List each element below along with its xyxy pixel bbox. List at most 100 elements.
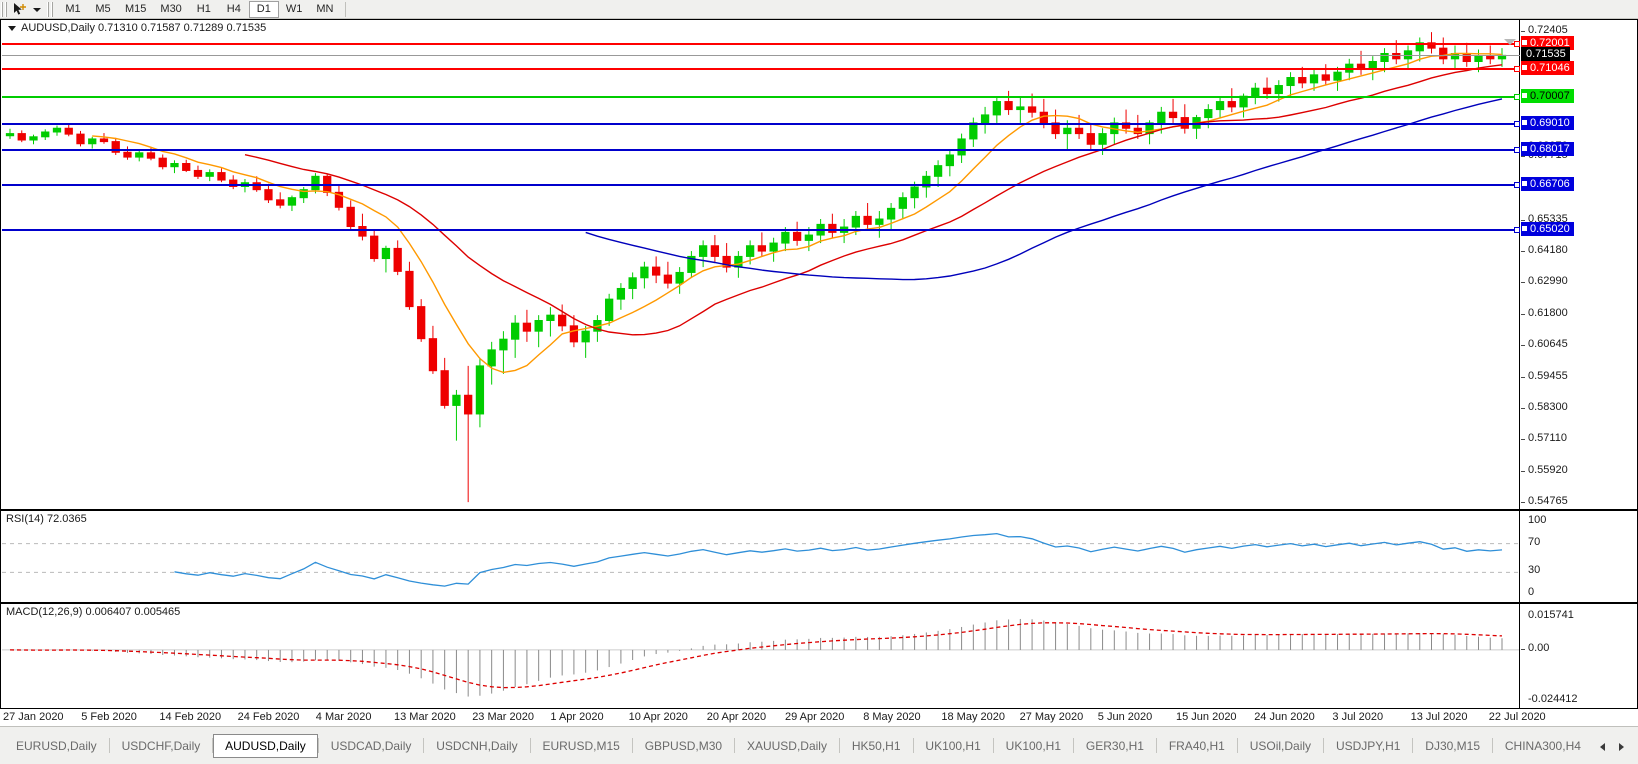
chart-tab-uk100-h1[interactable]: UK100,H1 [1005,738,1062,753]
chart-tab-gbpusd-m30[interactable]: GBPUSD,M30 [644,738,723,753]
date-tick-label: 5 Feb 2020 [81,711,137,723]
tab-divider [912,738,914,753]
chart-area: AUDUSD,Daily 0.71310 0.71587 0.71289 0.7… [0,19,1638,709]
arrow-left-icon[interactable] [1599,740,1608,752]
price-tick-mark [1521,314,1525,316]
chart-tab-audusd-daily[interactable]: AUDUSD,Daily [213,733,318,758]
level-line-0.65020[interactable] [2,227,1520,234]
date-axis[interactable]: 27 Jan 2020 5 Feb 2020 14 Feb 2020 24 Feb 2… [0,709,1638,726]
date-tick-label: 24 Jun 2020 [1254,711,1315,723]
timeframe-button-m15[interactable]: M15 [125,3,147,15]
crosshair-cursor-icon[interactable] [10,1,30,18]
macd-plot-region[interactable] [2,605,1520,708]
chart-tab-xauusd-daily[interactable]: XAUUSD,Daily [746,738,827,753]
rsi-plot-region[interactable] [2,512,1520,602]
timeframe-button-group: M1 M5 M15 M30 H1 H4 D1 W1 MN [58,0,340,18]
timeframe-button-h4[interactable]: H4 [226,3,241,15]
date-tick-label: 13 Jul 2020 [1410,711,1468,723]
level-price-tag[interactable]: 0.72001 [1521,35,1574,50]
macd-scale: 0.015741 0.00 -0.024412 [1519,604,1637,708]
moving-average-8 [92,52,1503,374]
level-price-tag[interactable]: 0.66706 [1521,177,1574,192]
arrow-right-icon[interactable] [1617,740,1626,752]
level-tag-handle [1522,119,1527,125]
rsi-scale: 100 70 30 0 [1519,511,1637,602]
level-price-tag[interactable]: 0.70007 [1521,89,1574,104]
price-tick-label: 0.55920 [1528,464,1568,477]
date-tick-label: 14 Feb 2020 [159,711,222,723]
timeframe-button-w1[interactable]: W1 [285,3,303,15]
chart-tab-usdcad-daily[interactable]: USDCAD,Daily [330,738,412,753]
chart-tab-usdjpy-h1[interactable]: USDJPY,H1 [1335,738,1401,753]
rsi-line [174,532,1503,587]
level-price-tag[interactable]: 0.71046 [1521,61,1574,76]
chart-tab-china300-h4[interactable]: CHINA300,H4 [1504,738,1581,753]
chart-tab-fra40-h1[interactable]: FRA40,H1 [1168,738,1225,753]
level-line-anchor[interactable] [1514,182,1520,189]
macd-tick-mark [1521,648,1525,650]
level-line-anchor[interactable] [1514,66,1520,73]
level-line-0.71046[interactable] [2,66,1520,73]
timeframe-button-m5[interactable]: M5 [95,3,111,15]
level-price-tag[interactable]: 0.68017 [1521,142,1574,157]
price-plot-region[interactable] [2,21,1520,509]
price-chart-panel[interactable]: AUDUSD,Daily 0.71310 0.71587 0.71289 0.7… [0,19,1638,510]
level-line-anchor[interactable] [1514,94,1520,101]
chart-tab-usdcnh-daily[interactable]: USDCNH,Daily [436,738,518,753]
moving-average-50 [585,98,1503,281]
chart-tab-eurusd-m15[interactable]: EURUSD,M15 [542,738,620,753]
chart-tab-usdchf-daily[interactable]: USDCHF,Daily [121,738,201,753]
date-tick-label: 20 Apr 2020 [706,711,767,723]
chart-tab-usoil-daily[interactable]: USOil,Daily [1249,738,1312,753]
date-tick-label: 4 Mar 2020 [315,711,372,723]
level-tag-handle [1522,65,1527,71]
level-price-tag[interactable]: 0.69010 [1521,115,1574,130]
panel-collapse-icon[interactable] [8,26,16,31]
level-line-0.68017[interactable] [2,147,1520,154]
rsi-tick-label: 100 [1528,514,1547,526]
timeframe-button-m1[interactable]: M1 [65,3,81,15]
level-line-anchor[interactable] [1514,147,1520,154]
price-tick-mark [1521,156,1525,158]
level-line-anchor[interactable] [1514,120,1520,127]
chevron-down-icon[interactable] [30,1,43,18]
level-line-anchor[interactable] [1514,227,1520,234]
timeframe-button-d1[interactable]: D1 [248,0,279,18]
price-tick-mark [1521,376,1525,378]
timeframe-toolbar: M1 M5 M15 M30 H1 H4 D1 W1 MN [0,0,1638,19]
price-tick-mark [1521,502,1525,503]
macd-indicator-panel[interactable]: MACD(12,26,9) 0.006407 0.005465 0.015741… [0,603,1638,709]
chart-tab-uk100-h1[interactable]: UK100,H1 [925,738,981,753]
chart-tab-ger30-h1[interactable]: GER30,H1 [1085,738,1144,753]
level-line-0.72001[interactable] [2,40,1520,47]
price-tick-label: 0.54765 [1528,495,1568,507]
level-line-0.69010[interactable] [2,120,1520,127]
macd-histogram [21,618,1503,697]
tab-divider [423,738,425,753]
chart-tab-eurusd-daily[interactable]: EURUSD,Daily [16,738,97,753]
timeframe-button-mn[interactable]: MN [316,3,334,15]
level-price-tag[interactable]: 0.65020 [1521,222,1574,237]
level-tag-handle [1522,146,1527,152]
level-line-0.66706[interactable] [2,182,1520,189]
level-tag-handle [1522,39,1527,45]
price-tick-label: 0.60645 [1528,338,1568,350]
chart-tab-dj30-m15[interactable]: DJ30,M15 [1425,738,1480,753]
chart-tab-hk50-h1[interactable]: HK50,H1 [851,738,901,753]
tab-divider [631,738,633,753]
bid-price-tag: 0.71535 [1521,47,1570,62]
tab-divider [212,738,214,753]
timeframe-button-m30[interactable]: M30 [160,3,182,15]
rsi-indicator-panel[interactable]: RSI(14) 72.0365 100 70 30 0 [0,510,1638,603]
date-tick-label: 5 Jun 2020 [1097,711,1153,723]
timeframe-button-h1[interactable]: H1 [196,3,211,15]
level-line-0.70007[interactable] [2,94,1520,101]
tab-divider [108,738,110,753]
price-tick-label: 0.58300 [1528,400,1568,413]
toolbar-grip[interactable] [1,1,8,17]
date-tick-label: 15 Jun 2020 [1176,711,1237,723]
price-tick-mark [1521,407,1525,409]
price-scale[interactable]: 0.724050.677150.665250.653350.641800.629… [1519,20,1637,509]
tab-divider [1155,738,1157,753]
